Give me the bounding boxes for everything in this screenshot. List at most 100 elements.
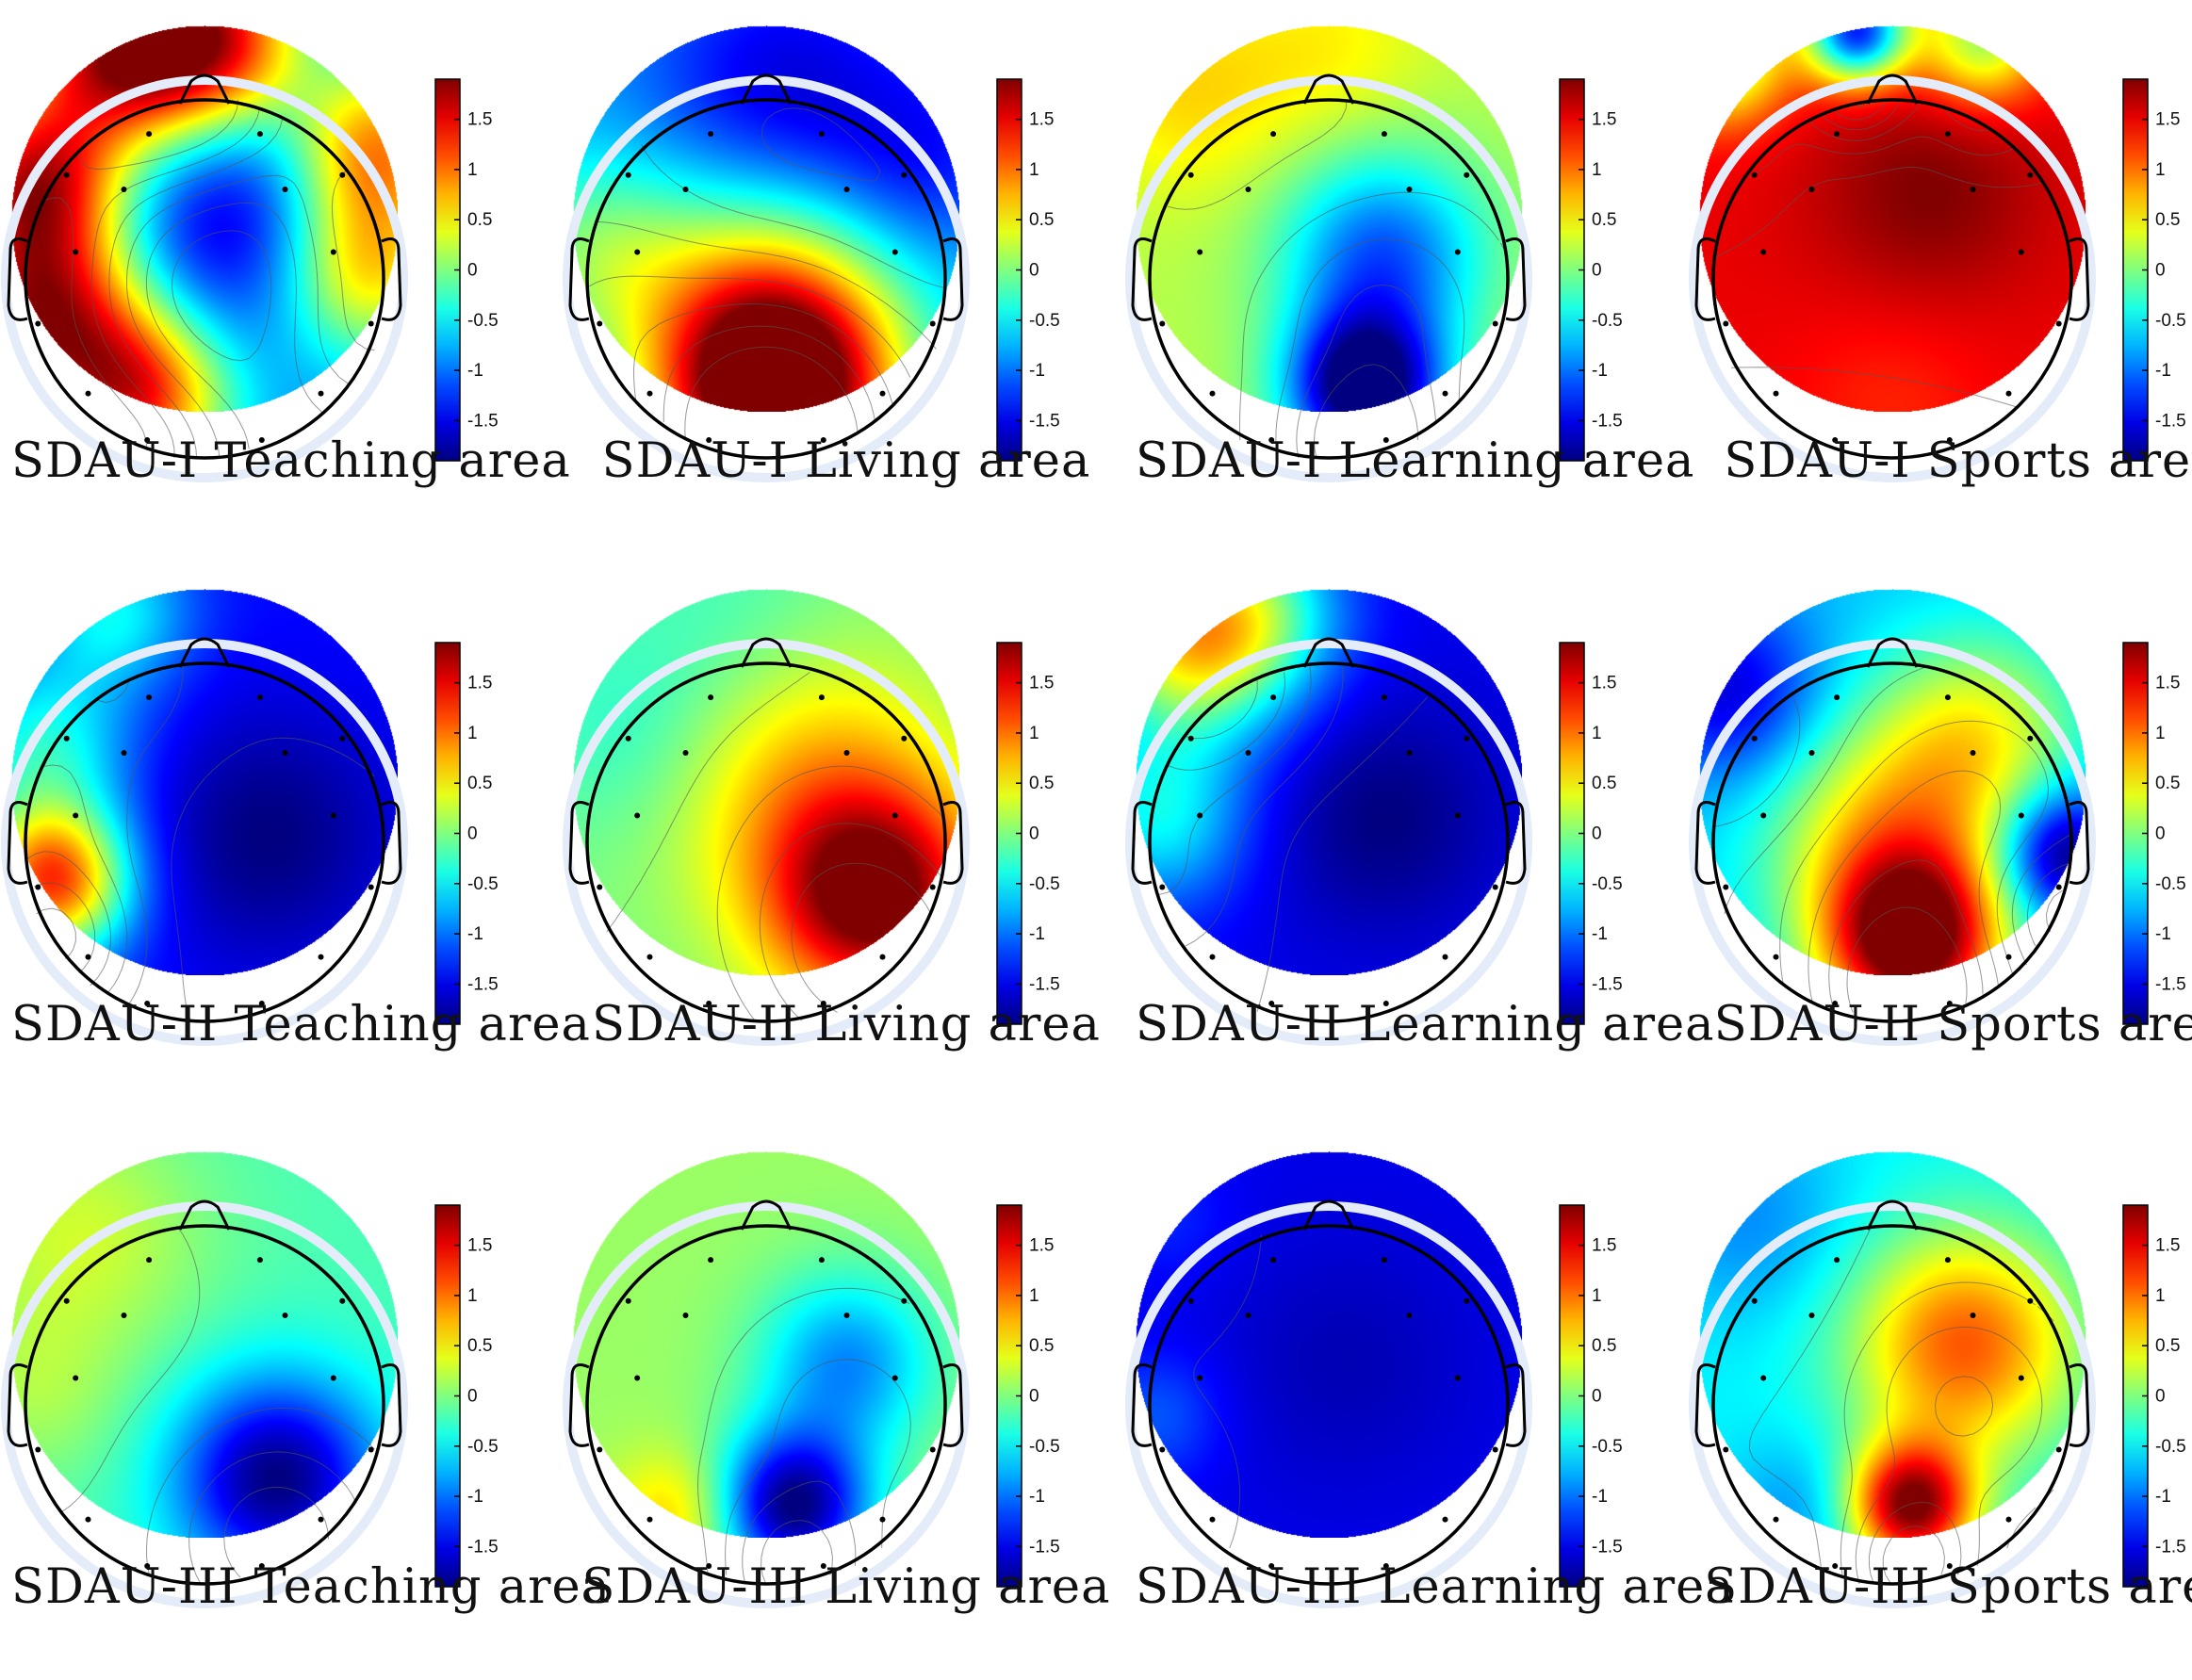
head-outline (585, 661, 947, 1023)
right-ear-outline (1505, 237, 1527, 321)
head-outline-layer: 1.5 1 0.5 0 -0.5 -1 -1.5 (1125, 1199, 1623, 1608)
contour-lines (606, 672, 946, 1022)
electrode-marker (1970, 750, 1976, 756)
nose-outline (740, 73, 793, 105)
electrode-marker (2018, 812, 2024, 819)
left-ear-outline (568, 801, 590, 885)
panel-caption: SDAU-II Sports area (1713, 997, 2192, 1052)
electrode-marker (144, 1001, 151, 1006)
electrode-marker (1187, 171, 1194, 178)
electrode-marker (330, 249, 336, 255)
colorbar-tick-label: 1 (1029, 724, 1039, 743)
electrode-marker (1159, 1446, 1166, 1453)
panel-caption: SDAU-III Living area (581, 1559, 1111, 1615)
electrode-marker (2005, 1516, 2012, 1523)
colorbar-tick-label: 0 (467, 261, 478, 281)
head-outline (1148, 661, 1510, 1023)
colorbar-tick-label: 1 (2155, 160, 2166, 180)
electrode-marker (901, 171, 908, 178)
colorbar-tick-label: -1.5 (467, 411, 499, 431)
colorbar-tick-label: 0.5 (2155, 774, 2180, 793)
left-ear-outline (7, 801, 28, 885)
map-halo (1, 1201, 408, 1608)
electrode-marker (1970, 1313, 1976, 1318)
topomap-panel: 1.5 1 0.5 0 -0.5 -1 -1.5 SDAU-III Learning area (1125, 1135, 1735, 1680)
electrode-marker (1442, 390, 1448, 397)
colorbar-tick-label: -1 (467, 1487, 483, 1507)
head-outline (585, 98, 947, 460)
map-halo (1, 639, 408, 1046)
electrode-marker (1773, 1516, 1779, 1523)
right-ear-outline (1505, 801, 1527, 885)
nose-outline (178, 637, 231, 668)
scalp-heatmap (573, 589, 959, 975)
panel-caption: SDAU-III Learning area (1136, 1559, 1735, 1615)
electrode-marker (35, 884, 41, 890)
electrode-marker (1773, 390, 1779, 397)
contour-path (667, 1287, 919, 1585)
colorbar-tick-label: -1.5 (2155, 1537, 2186, 1557)
electrode-marker (1381, 131, 1387, 138)
head-outline (1148, 1224, 1510, 1586)
electrode-marker (1454, 1375, 1461, 1381)
head-outline (1711, 1224, 2073, 1586)
electrode-marker (85, 1516, 91, 1523)
head-outline-layer: 1.5 1 0.5 0 -0.5 -1 -1.5 (1, 73, 499, 482)
head-outline-layer: 1.5 1 0.5 0 -0.5 -1 -1.5 (1689, 1199, 2186, 1608)
scalp-heatmap (1136, 1151, 1522, 1538)
topomap-panel: 1.5 1 0.5 0 -0.5 -1 -1.5 SDAU-I Learning area (1125, 9, 1693, 554)
scalp-heatmap (573, 1151, 959, 1538)
scalp-heatmap (1136, 589, 1522, 975)
right-ear-outline (942, 1363, 964, 1447)
electrode-marker (1946, 1001, 1953, 1006)
electrode-marker (63, 1297, 70, 1304)
electrode-marker (901, 1297, 908, 1304)
topomap-panel: 1.5 1 0.5 0 -0.5 -1 -1.5 SDAU-II Learning area (1125, 573, 1714, 1117)
map-halo (1689, 639, 2096, 1046)
electrode-marker (1832, 1001, 1839, 1006)
electrode-marker (146, 131, 153, 138)
right-ear-outline (2069, 237, 2090, 321)
contour-path (25, 662, 375, 1022)
electrode-marker (1808, 1313, 1815, 1318)
head-outline (24, 1224, 385, 1586)
colorbar-tick-label: 1.5 (1029, 110, 1054, 130)
electrode-marker (1382, 1001, 1389, 1006)
panel-caption: SDAU-I Teaching area (11, 433, 571, 489)
topomap-panel: 1.5 1 0.5 0 -0.5 -1 -1.5 SDAU-III Teaching area (1, 1135, 610, 1680)
electrode-marker (929, 320, 936, 327)
right-ear-outline (381, 1363, 402, 1447)
colorbar-tick-label: -1.5 (467, 974, 499, 994)
electrode-marker (634, 812, 641, 819)
electrode-marker (73, 1375, 79, 1381)
electrode-marker (1197, 812, 1203, 819)
colorbar-tick-label: 0 (1592, 1387, 1602, 1407)
electrode-marker (2005, 390, 2012, 397)
left-ear-outline (568, 1363, 590, 1447)
colorbar-tick-label: 1.5 (467, 1236, 492, 1256)
electrode-marker (682, 750, 689, 756)
nose-outline (178, 73, 231, 105)
colorbar-tick-label: -1 (1592, 924, 1608, 944)
electrode-marker (258, 1563, 265, 1569)
colorbar-tick-label: -0.5 (467, 874, 499, 894)
electrode-marker (1944, 1257, 1951, 1264)
electrode-marker (2027, 735, 2034, 742)
head-outline (1148, 98, 1510, 460)
colorbar-tick-label: 0 (1029, 824, 1039, 844)
electrode-marker (1492, 884, 1498, 890)
contour-path (60, 1225, 375, 1585)
electrode-marker (1832, 1563, 1839, 1569)
electrode-marker (1946, 437, 1953, 443)
electrode-marker (339, 171, 346, 178)
colorbar-tick-label: 1.5 (1592, 110, 1616, 130)
electrode-marker (2055, 1446, 2062, 1453)
colorbar-tick-label: -0.5 (1592, 874, 1623, 894)
contour-lines (1158, 662, 1428, 1012)
electrode-marker (879, 1516, 886, 1523)
colorbar-tick-label: 0.5 (1029, 210, 1054, 230)
head-outline (585, 1224, 947, 1586)
colorbar-tick-label: 1.5 (2155, 110, 2180, 130)
colorbar-tick-label: 0 (2155, 1387, 2166, 1407)
electrode-marker (843, 750, 850, 756)
